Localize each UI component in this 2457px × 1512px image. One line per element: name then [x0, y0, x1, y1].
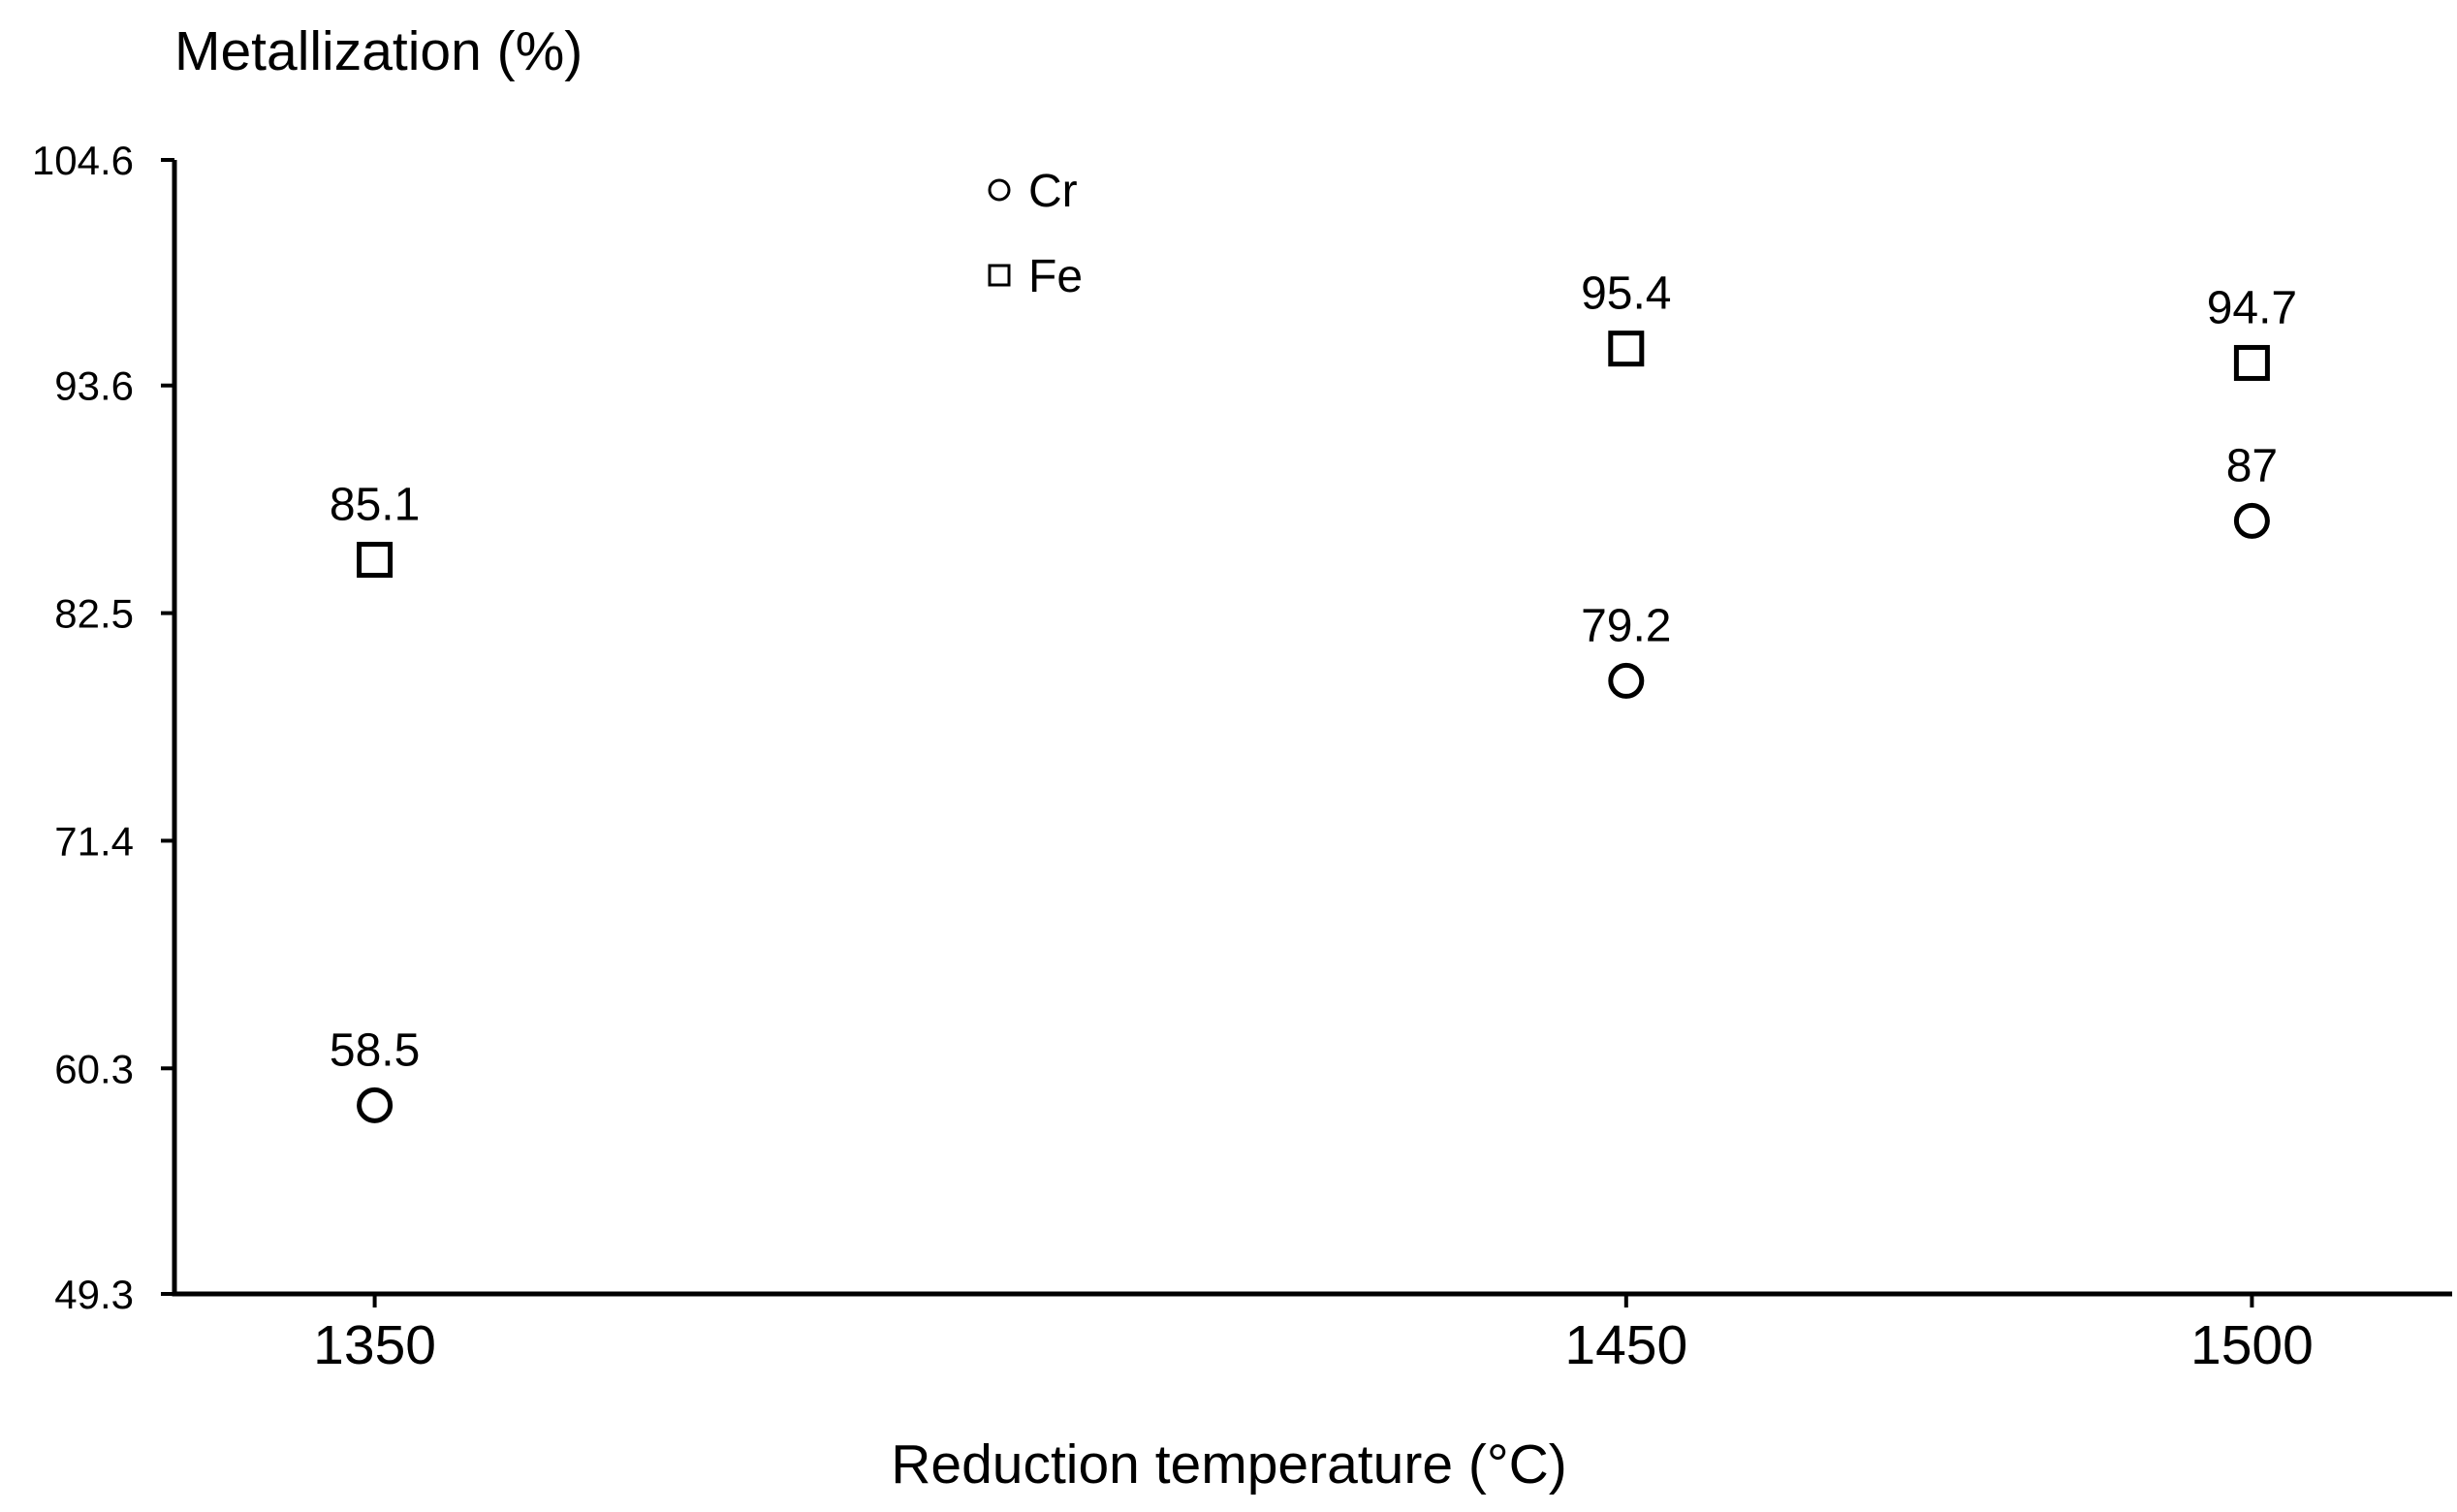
- x-tick-label: 1450: [1564, 1314, 1687, 1376]
- y-tick-label: 104.6: [32, 138, 134, 183]
- data-point-fe: [357, 542, 394, 579]
- data-label-fe: 94.7: [2207, 282, 2297, 333]
- legend-label-cr: Cr: [1028, 166, 1078, 217]
- y-tick-label: 49.3: [54, 1272, 134, 1317]
- data-point-cr: [2233, 502, 2270, 539]
- data-point-fe: [1608, 331, 1645, 367]
- y-axis-title: Metallization (%): [174, 20, 583, 82]
- x-axis-ticks: 1350 1450 1500: [313, 1294, 2314, 1376]
- y-tick-label: 82.5: [54, 591, 134, 637]
- y-axis-ticks: 49.3 60.3 71.4 82.5 93.6 104.6: [32, 138, 174, 1317]
- axes: [172, 160, 2452, 1297]
- y-tick-label: 93.6: [54, 363, 134, 409]
- data-label-fe: 95.4: [1581, 268, 1671, 320]
- data-point-cr: [1608, 662, 1645, 699]
- legend-marker-cr: [988, 178, 1011, 202]
- data-point-fe: [2233, 344, 2270, 381]
- data-label-cr: 58.5: [330, 1024, 420, 1076]
- legend: Cr Fe: [988, 166, 1083, 302]
- y-tick-label: 71.4: [54, 818, 134, 864]
- data-labels: 58.5 79.2 87 85.1 95.4 94.7: [330, 268, 2297, 1077]
- legend-label-fe: Fe: [1028, 251, 1083, 302]
- data-point-cr: [357, 1087, 394, 1123]
- x-tick-label: 1500: [2190, 1314, 2314, 1376]
- x-axis-title: Reduction temperature (°C): [891, 1433, 1567, 1496]
- data-label-cr: 87: [2226, 440, 2278, 491]
- data-label-fe: 85.1: [330, 480, 420, 531]
- data-points: [357, 331, 2270, 1123]
- x-tick-label: 1350: [313, 1314, 436, 1376]
- legend-marker-fe: [988, 264, 1011, 287]
- y-tick-label: 60.3: [54, 1046, 134, 1091]
- data-label-cr: 79.2: [1581, 600, 1671, 651]
